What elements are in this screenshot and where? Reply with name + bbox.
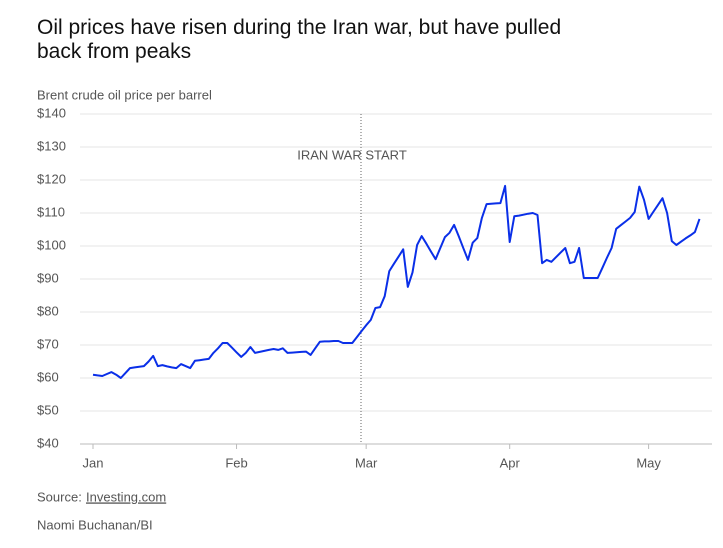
chart-title: Oil prices have risen during the Iran wa… — [37, 16, 561, 63]
y-tick-label: $100 — [37, 237, 66, 252]
x-tick-label: Apr — [500, 455, 521, 470]
credit: Naomi Buchanan/BI — [37, 517, 153, 532]
source-link[interactable]: Investing.com — [86, 489, 166, 504]
y-tick-label: $140 — [37, 105, 66, 120]
y-tick-label: $50 — [37, 402, 59, 417]
y-tick-label: $40 — [37, 435, 59, 450]
subtitle: Brent crude oil price per barrel — [37, 87, 212, 102]
y-tick-label: $130 — [37, 138, 66, 153]
x-tick-label: Jan — [83, 455, 104, 470]
price-line — [92, 184, 701, 379]
annotation: IRAN WAR START — [297, 147, 407, 162]
x-tick-label: May — [636, 455, 661, 470]
y-tick-label: $60 — [37, 369, 59, 384]
y-tick-label: $90 — [37, 270, 59, 285]
y-tick-label: $120 — [37, 171, 66, 186]
x-tick-label: Feb — [225, 455, 247, 470]
y-tick-label: $80 — [37, 303, 59, 318]
y-tick-label: $70 — [37, 336, 59, 351]
source-label: Source: — [37, 489, 82, 504]
y-tick-label: $110 — [37, 204, 65, 219]
x-tick-label: Mar — [355, 455, 378, 470]
